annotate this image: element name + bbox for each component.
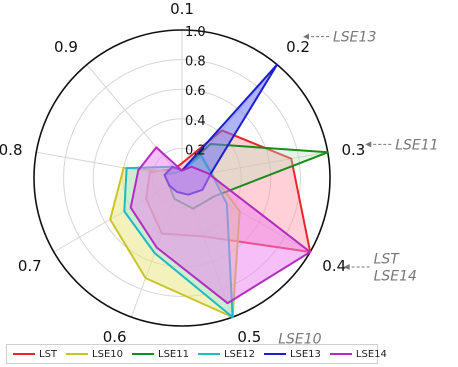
- annotation-arrowhead: [302, 33, 309, 40]
- legend: LST LSE10 LSE11 LSE12 LSE13 LSE14: [6, 344, 387, 364]
- legend-swatch: [197, 353, 220, 355]
- annotation-arrowhead: [365, 141, 372, 148]
- axis-label: 0.9: [54, 38, 78, 56]
- legend-item-lse14: LSE14: [329, 348, 387, 360]
- annotation-arrowhead: [343, 264, 350, 270]
- axis-label: 0.6: [103, 328, 127, 346]
- series-lse14: [129, 146, 312, 305]
- legend-label: LSE10: [92, 348, 123, 360]
- legend-label: LSE11: [158, 348, 189, 360]
- axis-label: 0.4: [322, 257, 346, 275]
- radial-tick-label: 0.6: [185, 84, 206, 99]
- legend-item-lse12: LSE12: [197, 348, 255, 360]
- axis-label: 0.8: [0, 141, 23, 159]
- axis-label: 0.3: [342, 141, 366, 159]
- radial-tick-label: 0.4: [185, 114, 206, 129]
- legend-item-lse13: LSE13: [263, 348, 321, 360]
- legend-swatch: [13, 353, 35, 355]
- axis-label: 0.1: [170, 0, 194, 18]
- legend-item-lse11: LSE11: [132, 349, 189, 360]
- annotation-label: LSE11: [395, 137, 438, 153]
- axis-label: 0.7: [18, 257, 42, 275]
- legend-label: LSE14: [355, 348, 387, 360]
- legend-label: LSE12: [223, 348, 255, 360]
- legend-item-lse10: LSE10: [66, 349, 123, 360]
- radial-tick-label: 0.8: [185, 55, 206, 70]
- annotation-label: LSE14: [374, 269, 417, 285]
- legend-item-lst: LST: [13, 349, 57, 360]
- legend-swatch: [66, 353, 89, 355]
- legend-label: LST: [39, 348, 58, 360]
- legend-label: LSE13: [289, 348, 321, 360]
- annotation-label: LSE13: [333, 30, 376, 46]
- outer-circle: [33, 29, 331, 327]
- legend-swatch: [329, 353, 352, 355]
- radial-tick-label: 0.2: [185, 143, 206, 158]
- annotation-label: LSE10: [278, 332, 321, 348]
- axis-label: 0.5: [237, 328, 261, 346]
- radial-tick-label: 1.0: [185, 25, 206, 40]
- annotation-label: LST: [374, 252, 401, 268]
- legend-swatch: [132, 353, 154, 355]
- axis-label: 0.2: [286, 38, 310, 56]
- legend-swatch: [263, 353, 286, 355]
